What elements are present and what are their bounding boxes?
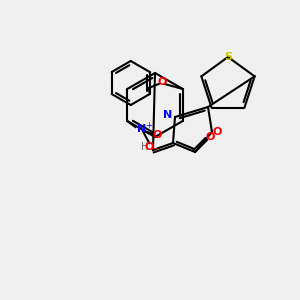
Text: O: O [145, 142, 154, 152]
Text: H: H [141, 142, 149, 152]
Text: O: O [153, 130, 162, 140]
Text: O: O [157, 77, 166, 87]
Text: -: - [152, 142, 157, 155]
Text: S: S [224, 52, 232, 62]
Text: O: O [212, 127, 222, 137]
Text: +: + [145, 121, 152, 130]
Text: O: O [205, 132, 215, 142]
Text: N: N [137, 124, 146, 134]
Text: N: N [164, 110, 172, 120]
